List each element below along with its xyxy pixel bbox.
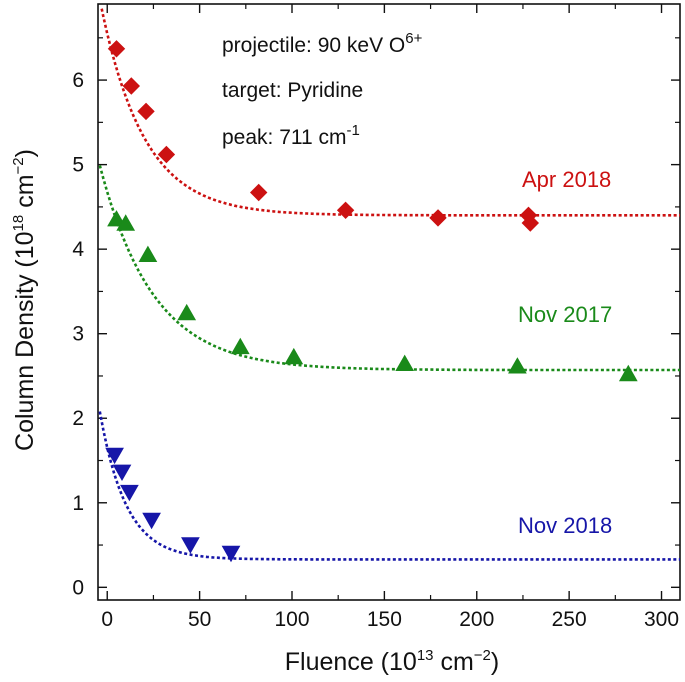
data-point-apr-2018	[157, 145, 176, 164]
x-tick-label: 200	[459, 608, 494, 631]
data-point-nov-2017	[284, 347, 304, 365]
data-point-nov-2017	[230, 337, 250, 355]
x-tick-label: 0	[101, 608, 113, 631]
y-axis-title: Column Density (1018 cm−2)	[10, 149, 39, 451]
data-point-nov-2018	[142, 512, 161, 530]
annotation-projectile: projectile: 90 keV O6+	[222, 30, 423, 57]
annotation-peak: peak: 711 cm-1	[222, 122, 360, 149]
data-point-apr-2018	[249, 183, 268, 202]
x-tick-label: 150	[367, 608, 402, 631]
data-point-apr-2018	[137, 102, 155, 121]
fit-curve-nov-2018	[98, 411, 680, 561]
y-tick-label: 6	[72, 69, 84, 92]
data-point-apr-2018	[107, 40, 126, 58]
data-point-nov-2017	[107, 210, 126, 227]
data-point-apr-2018	[122, 77, 141, 95]
y-tick-label: 3	[72, 323, 84, 346]
data-point-nov-2017	[508, 357, 527, 374]
data-point-nov-2017	[618, 364, 638, 382]
annotation-projectile-superscript: 6+	[405, 30, 422, 47]
x-tick-label: 50	[188, 608, 211, 631]
data-point-apr-2018	[521, 214, 540, 232]
y-tick-label: 0	[72, 576, 84, 599]
data-point-nov-2017	[177, 303, 197, 321]
y-tick-label: 5	[72, 154, 84, 177]
y-tick-label: 1	[72, 492, 84, 515]
data-point-nov-2018	[105, 447, 124, 465]
data-point-nov-2018	[221, 545, 241, 563]
data-point-nov-2018	[112, 464, 132, 482]
plot-frame	[97, 3, 681, 601]
y-tick-label: 2	[72, 407, 84, 430]
data-point-nov-2018	[120, 484, 139, 502]
data-point-nov-2017	[116, 214, 136, 231]
data-point-nov-2017	[138, 245, 158, 262]
y-tick-label: 4	[72, 238, 84, 261]
series-label-apr-2018: Apr 2018	[522, 167, 611, 192]
x-tick-label: 100	[274, 608, 309, 631]
series-label-nov-2018: Nov 2018	[518, 513, 612, 538]
annotation-target: target: Pyridine	[222, 79, 363, 102]
series-label-nov-2017: Nov 2017	[518, 302, 612, 327]
data-point-apr-2018	[429, 209, 447, 227]
data-point-apr-2018	[336, 201, 355, 220]
x-axis-title: Fluence (1013 cm−2)	[285, 647, 499, 676]
annotation-peak-superscript: -1	[347, 122, 360, 139]
fit-curve-nov-2017	[98, 165, 680, 372]
data-point-nov-2017	[395, 354, 415, 371]
x-tick-label: 300	[644, 608, 679, 631]
x-tick-label: 250	[552, 608, 587, 631]
data-point-nov-2018	[181, 537, 200, 554]
fit-curve-apr-2018	[100, 8, 680, 217]
